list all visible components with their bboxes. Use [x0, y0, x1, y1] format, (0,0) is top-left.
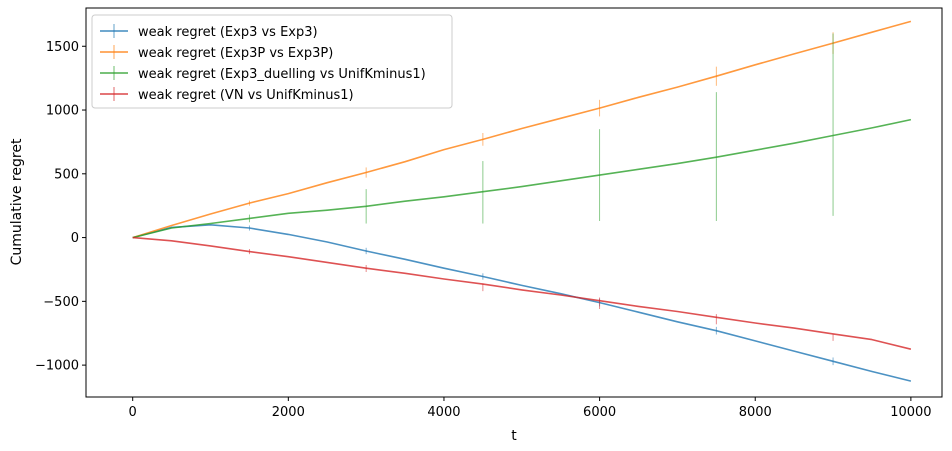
- series-2: [132, 33, 912, 239]
- y-axis: −1000 −500 0 500 1000 1500: [35, 40, 86, 374]
- legend: weak regret (Exp3 vs Exp3) weak regret (E…: [91, 14, 453, 109]
- x-tick-label: 4000: [427, 405, 460, 420]
- axes-layer: [85, 7, 943, 398]
- series-line: [132, 118, 912, 239]
- x-axis-label: t: [511, 428, 517, 444]
- x-tick-label: 8000: [739, 405, 772, 420]
- y-tick-label: 500: [54, 167, 79, 182]
- x-tick-label: 10000: [890, 405, 931, 420]
- series-line: [132, 236, 912, 350]
- series-layer: [132, 20, 912, 382]
- legend-label: weak regret (Exp3 vs Exp3): [138, 25, 318, 40]
- legend-label: weak regret (Exp3_duelling vs UnifKminus…: [138, 67, 426, 82]
- plot-frame: [85, 7, 943, 398]
- x-tick-label: 0: [129, 405, 137, 420]
- y-tick-label: −1000: [35, 359, 79, 374]
- legend-item-1: weak regret (Exp3P vs Exp3P): [100, 45, 333, 61]
- x-tick-label: 2000: [272, 405, 305, 420]
- x-tick-label: 6000: [583, 405, 616, 420]
- legend-item-3: weak regret (VN vs UnifKminus1): [100, 87, 354, 103]
- y-tick-label: 0: [71, 231, 79, 246]
- legend-label: weak regret (VN vs UnifKminus1): [138, 88, 354, 103]
- series-line: [132, 224, 912, 382]
- legend-item-0: weak regret (Exp3 vs Exp3): [100, 24, 318, 40]
- legend-label: weak regret (Exp3P vs Exp3P): [138, 46, 333, 61]
- legend-item-2: weak regret (Exp3_duelling vs UnifKminus…: [100, 66, 426, 82]
- y-axis-label: Cumulative regret: [9, 138, 25, 265]
- series-0: [132, 224, 912, 382]
- series-line: [132, 20, 912, 239]
- y-tick-label: 1000: [46, 104, 79, 119]
- y-tick-label: 1500: [46, 40, 79, 55]
- y-tick-label: −500: [43, 295, 79, 310]
- legend-frame: [91, 14, 453, 109]
- x-axis: 0 2000 4000 6000 8000 10000: [129, 397, 932, 420]
- series-3: [132, 236, 912, 350]
